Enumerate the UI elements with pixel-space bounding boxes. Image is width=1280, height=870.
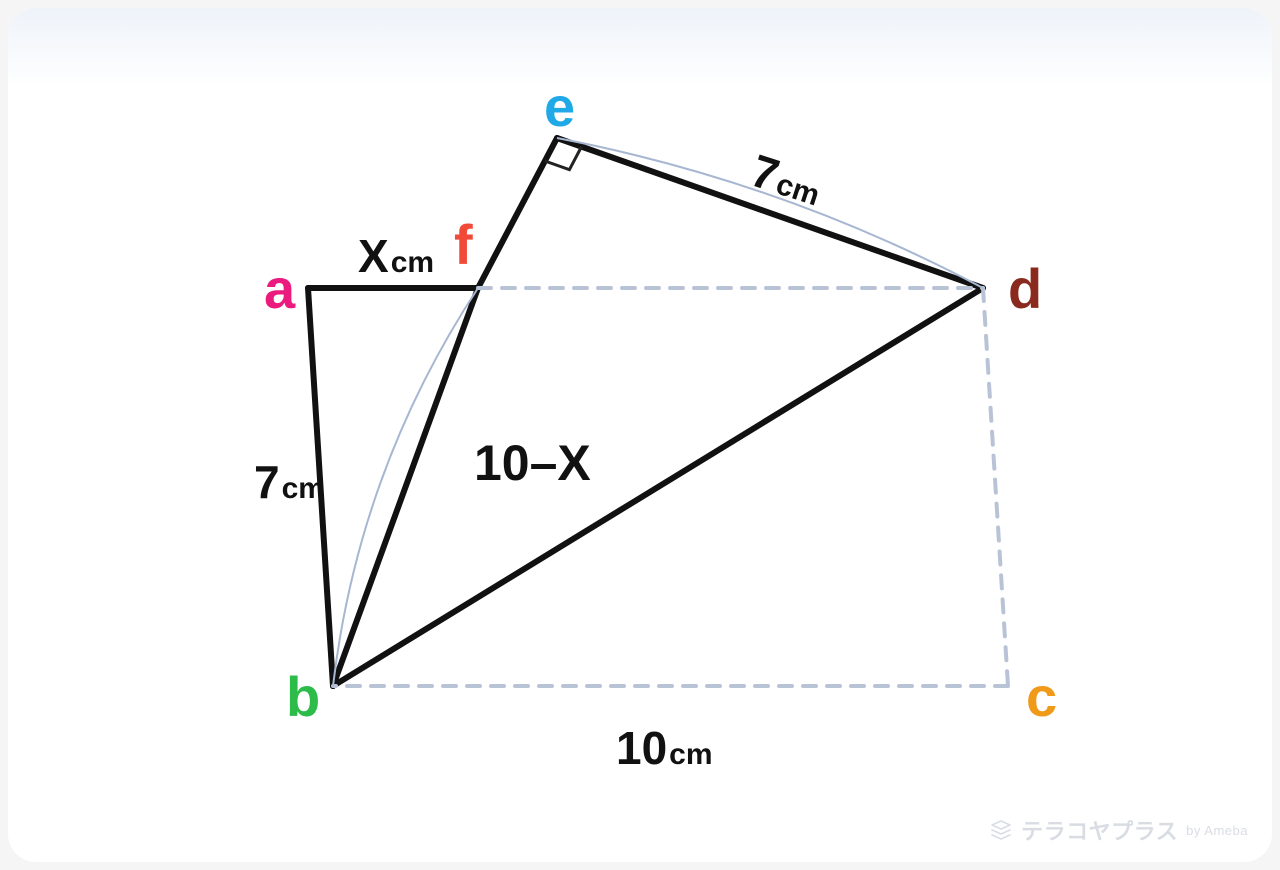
point-label-e: e	[544, 75, 575, 138]
segment-dc	[983, 288, 1008, 686]
svg-text:7cm: 7cm	[745, 144, 829, 215]
point-label-b: b	[286, 665, 320, 728]
point-label-c: c	[1026, 665, 1057, 728]
segment-fb	[333, 288, 478, 686]
point-label-a: a	[264, 257, 296, 320]
svg-text:10cm: 10cm	[616, 722, 713, 774]
label-fb: 10–X	[474, 435, 591, 491]
svg-text:Xcm: Xcm	[358, 230, 434, 282]
label-bc: 10cm	[616, 722, 713, 774]
svg-text:10–X: 10–X	[474, 435, 591, 491]
figure-card: 7cm10cm7cmXcm10–X abcdef テラコヤプラス by Ameb…	[8, 8, 1272, 862]
label-af: Xcm	[358, 230, 434, 282]
point-label-d: d	[1008, 257, 1042, 320]
label-ed: 7cm	[745, 144, 829, 215]
svg-text:7cm: 7cm	[254, 456, 325, 508]
segment-db	[333, 288, 983, 686]
geometry-diagram: 7cm 10cm 7cm Xcm 10–X a b c d e f	[8, 8, 1272, 862]
label-ab: 7cm	[254, 456, 325, 508]
point-label-f: f	[454, 213, 473, 276]
